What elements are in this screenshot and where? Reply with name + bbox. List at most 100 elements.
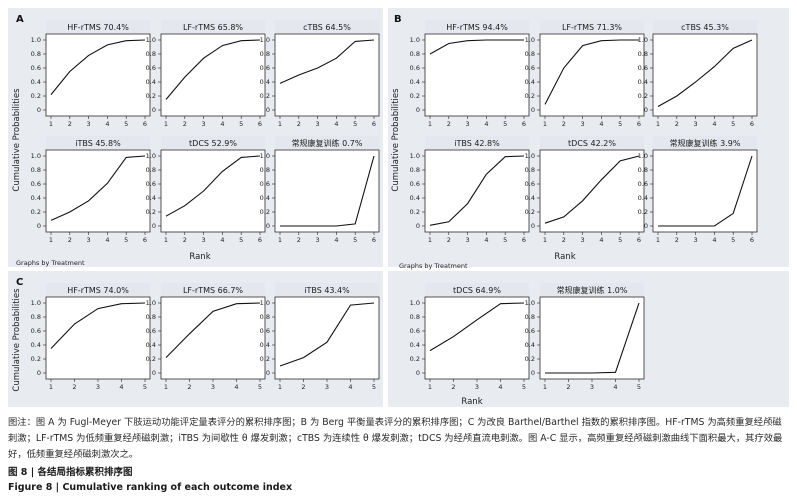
panel-c-subplot-2-y-tick-label: 1.0 <box>146 299 156 307</box>
panel-b-subplot-5-x-tick-label: 1 <box>543 236 547 244</box>
panel-b-subplot-5-x-tick-label: 4 <box>599 236 603 244</box>
panel-c-subplot-5-x-tick-label: 4 <box>613 383 617 391</box>
panel-a-subplot-6-title: 常规康复训练 0.7% <box>292 138 363 148</box>
panel-b-subplot-3-x-tick-label: 5 <box>731 120 735 128</box>
panel-b-subplot-3-x-tick-label: 6 <box>750 120 754 128</box>
panel-a-subplot-2-x-tick-label: 1 <box>164 120 168 128</box>
panel-b-subplot-3-x-tick-label: 3 <box>694 120 698 128</box>
panel-b-subplot-6-x-tick-label: 1 <box>656 236 660 244</box>
panel-a-subplot-2: LF-rTMS 65.8% 0 0.2 0.4 0.6 0.8 1.0 1 2 3 4 5 6 <box>146 20 266 128</box>
panel-c-subplot-3-y-tick-label: 0 <box>266 369 270 377</box>
panel-b-subplot-5-y-tick-label: 0.8 <box>525 166 535 174</box>
panel-b-subplot-4-x-tick-label: 6 <box>522 236 526 244</box>
panel-c-subplot-2-curve <box>165 302 261 358</box>
panel-c-subplot-5-x-tick-label: 5 <box>637 383 641 391</box>
panel-b-subplot-4-x-tick-label: 3 <box>466 236 470 244</box>
panel-b-subplot-5-y-tick-label: 0.2 <box>525 208 535 216</box>
panel-b-subplot-3-y-tick-label: 0.4 <box>638 78 648 86</box>
panel-b-subplot-4-curve <box>429 155 525 226</box>
panel-c-subplot-3: iTBS 43.4% 0 0.2 0.4 0.6 0.8 1.0 1 2 3 4 5 <box>260 283 380 391</box>
panel-c-subplot-2: LF-rTMS 66.7% 0 0.2 0.4 0.6 0.8 1.0 1 2 3 4 5 <box>146 283 266 391</box>
panel-a-subplot-1-x-tick-label: 5 <box>124 120 128 128</box>
panel-c-subplot-2-y-tick-label: 0.2 <box>146 355 156 363</box>
figure-caption-chinese: 图 8 | 各结局指标累积排序图 <box>8 467 133 478</box>
panel-a-subplot-3-y-tick-label: 1.0 <box>260 36 270 44</box>
panel-a-subplot-1-y-tick-label: 0.4 <box>31 78 41 86</box>
panel-a-subplot-2-title: LF-rTMS 65.8% <box>183 23 243 32</box>
panel-b-subplot-2-y-tick-label: 0.2 <box>525 92 535 100</box>
panel-b-subplot-2-y-tick-label: 0 <box>531 106 535 114</box>
panel-c-subplot-5-x-tick-label: 2 <box>566 383 570 391</box>
panel-a-subplot-4-x-tick-label: 1 <box>49 236 53 244</box>
panel-b-subplot-4-x-tick-label: 4 <box>484 236 488 244</box>
panel-a-subplot-1-y-tick-label: 0.6 <box>31 64 41 72</box>
panel-a-subplot-6-x-tick-label: 2 <box>297 236 301 244</box>
panel-a-subplot-5-x-tick-label: 5 <box>239 236 243 244</box>
panel-b-subplot-3-title: cTBS 45.3% <box>681 23 729 32</box>
panel-c-subplot-1-y-tick-label: 1.0 <box>31 299 41 307</box>
panel-c-subplot-3-curve <box>279 302 375 367</box>
panel-a-subplot-3-y-tick-label: 0 <box>266 106 270 114</box>
panel-c-subplot-4-y-tick-label: 0.6 <box>410 327 420 335</box>
panel-c-subplot-4-y-tick-label: 0.2 <box>410 355 420 363</box>
panel-a-subplot-4-x-tick-label: 4 <box>105 236 109 244</box>
panel-a-subplot-6-x-tick-label: 3 <box>316 236 320 244</box>
panel-b-subplot-1: HF-rTMS 94.4% 0 0.2 0.4 0.6 0.8 1.0 1 2 3 4 5 6 <box>410 20 530 128</box>
panel-a-subplot-1-x-tick-label: 2 <box>68 120 72 128</box>
panel-a-subplot-5-x-tick-label: 4 <box>220 236 224 244</box>
panel-c-subplot-1-x-tick-label: 4 <box>119 383 123 391</box>
panel-b-subplot-6-x-tick-label: 4 <box>712 236 716 244</box>
panel-a-subplot-2-y-tick-label: 0.2 <box>146 92 156 100</box>
panel-c-subplot-1-y-tick-label: 0.4 <box>31 341 41 349</box>
panel-b-subplot-2-x-tick-label: 4 <box>599 120 603 128</box>
panel-a-subplot-5-x-tick-label: 1 <box>164 236 168 244</box>
panel-c-subplot-3-title: iTBS 43.4% <box>304 286 350 295</box>
panel-a-subplot-5-title-band <box>161 136 265 149</box>
panel-a-subplot-3-x-tick-label: 2 <box>297 120 301 128</box>
panel-a-subplot-1-y-tick-label: 0 <box>37 106 41 114</box>
panel-b-subplot-5-x-tick-label: 5 <box>618 236 622 244</box>
panel-c-subplot-5-title: 常规康复训练 1.0% <box>557 285 628 295</box>
panel-c-subplot-1-x-tick-label: 5 <box>143 383 147 391</box>
panel-b-subplot-5-x-tick-label: 3 <box>581 236 585 244</box>
panel-c-subplot-2-x-tick-label: 5 <box>258 383 262 391</box>
panel-b-subplot-1-x-tick-label: 6 <box>522 120 526 128</box>
panel-a-subplot-2-y-tick-label: 0 <box>152 106 156 114</box>
panel-b-subplot-2: LF-rTMS 71.3% 0 0.2 0.4 0.6 0.8 1.0 1 2 3 4 5 6 <box>525 20 645 128</box>
panel-b-subplot-3-y-tick-label: 0 <box>644 106 648 114</box>
panel-a-subplot-2-curve <box>165 39 261 100</box>
panel-c-subplot-1-curve <box>50 302 146 349</box>
panel-a-subplot-5-y-tick-label: 0.8 <box>146 166 156 174</box>
panel-a-subplot-3-x-tick-label: 6 <box>372 120 376 128</box>
panel-b-subplot-5-title-band <box>540 136 644 149</box>
panel-a-subplot-1-plot-area <box>45 33 151 117</box>
panel-b-subplot-5-curve <box>544 155 640 224</box>
panel-b-subplot-5-y-tick-label: 0 <box>531 222 535 230</box>
panel-a-subplot-5-x-tick-label: 3 <box>202 236 206 244</box>
panel-b-subplot-2-y-tick-label: 0.8 <box>525 50 535 58</box>
panel-b-subplot-1-x-tick-label: 5 <box>503 120 507 128</box>
panel-a-subplot-4-x-tick-label: 2 <box>68 236 72 244</box>
panel-b-subplot-6-y-tick-label: 0.2 <box>638 208 648 216</box>
panel-b-subplot-4-y-tick-label: 0.8 <box>410 166 420 174</box>
panel-c-subplot-1-y-tick-label: 0.8 <box>31 313 41 321</box>
panel-a-subplot-4-y-tick-label: 1.0 <box>31 152 41 160</box>
panel-b-subplot-1-title: HF-rTMS 94.4% <box>446 23 508 32</box>
panel-b-subplot-4-y-tick-label: 1.0 <box>410 152 420 160</box>
panel-a-x-axis-title: Rank <box>189 252 210 262</box>
panel-a-subplot-3-x-tick-label: 4 <box>334 120 338 128</box>
panel-b-subplot-1-x-tick-label: 3 <box>466 120 470 128</box>
panel-b-subplot-4-title: iTBS 42.8% <box>454 139 500 148</box>
panel-a-subplot-5: tDCS 52.9% 0 0.2 0.4 0.6 0.8 1.0 1 2 3 4 5 6 <box>146 136 266 244</box>
panel-a-subplot-6-x-tick-label: 5 <box>353 236 357 244</box>
panel-c-subplot-1-y-tick-label: 0 <box>37 369 41 377</box>
panel-b-subplot-3-curve <box>657 39 753 107</box>
panel-b-subplot-6-x-tick-label: 2 <box>675 236 679 244</box>
panel-b-subplot-5-title: tDCS 42.2% <box>568 139 616 148</box>
panel-c-subplot-3-y-tick-label: 0.8 <box>260 313 270 321</box>
panel-a-subplot-4-x-tick-label: 6 <box>143 236 147 244</box>
panel-c-subplot-4-x-tick-label: 5 <box>522 383 526 391</box>
panel-b-subplot-6-title: 常规康复训练 3.9% <box>670 138 741 148</box>
panel-c-subplot-1-y-tick-label: 0.6 <box>31 327 41 335</box>
panel-a-subplot-5-x-tick-label: 6 <box>258 236 262 244</box>
